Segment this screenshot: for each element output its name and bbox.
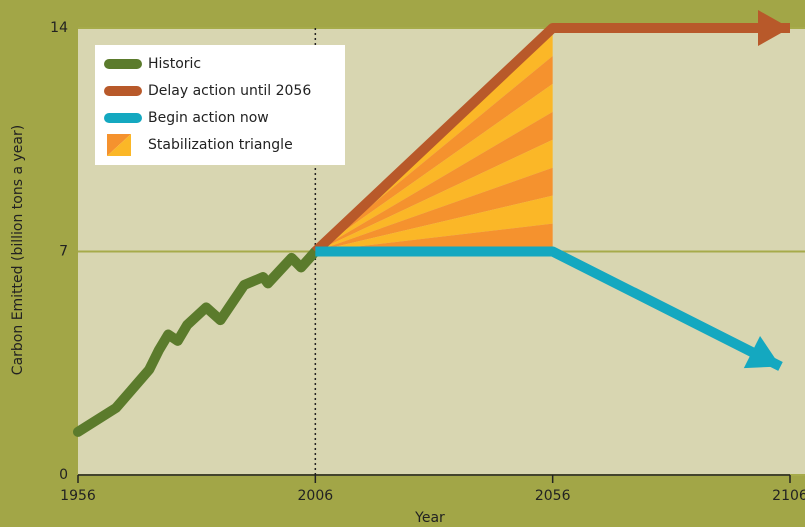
x-tick-label: 2056 <box>535 488 571 504</box>
series-line <box>315 246 783 371</box>
triangle-stripe <box>315 111 553 252</box>
legend-label: Delay action until 2056 <box>148 83 311 99</box>
triangle-stripe <box>315 139 553 252</box>
y-tick-label: 0 <box>59 467 68 483</box>
x-tick-label: 1956 <box>60 488 96 504</box>
triangle-stripe <box>315 223 553 252</box>
legend-label: Stabilization triangle <box>148 137 293 153</box>
y-axis-label: Carbon Emitted (billion tons a year) <box>10 125 26 375</box>
legend-label: Begin action now <box>148 110 269 126</box>
series-line <box>73 246 321 437</box>
arrow-head <box>758 10 790 46</box>
x-tick-label: 2106 <box>772 488 805 504</box>
triangle-stripe <box>315 55 553 252</box>
series-line <box>311 23 790 256</box>
triangle-stripe <box>315 195 553 252</box>
legend-swatch <box>107 134 131 156</box>
legend: Historic Delay action until 2056 Begin act… <box>95 45 345 165</box>
legend-label: Historic <box>148 56 201 72</box>
arrow-head <box>743 335 781 369</box>
y-tick-label: 14 <box>50 20 68 36</box>
triangle-stripe <box>315 167 553 252</box>
y-tick-label: 7 <box>59 244 68 260</box>
x-tick-label: 2006 <box>298 488 334 504</box>
x-axis-label: Year <box>414 510 445 526</box>
triangle-stripe <box>315 83 553 252</box>
